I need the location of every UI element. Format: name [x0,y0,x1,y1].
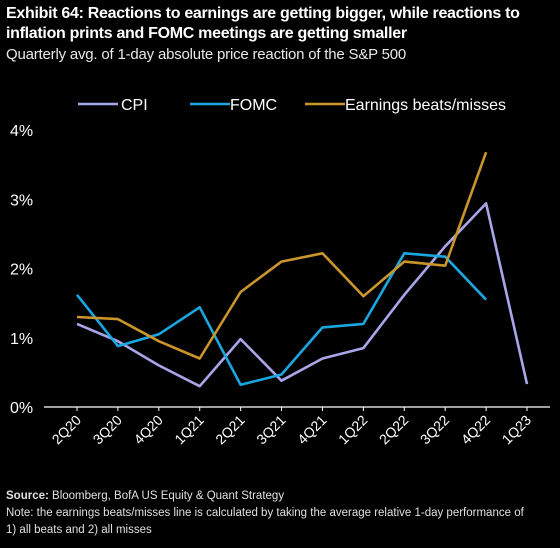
series-line-fomc [75,252,488,387]
y-tick-label: 2% [10,262,33,279]
legend-label-earnings-beats-misses: Earnings beats/misses [345,97,506,114]
x-axis: 2Q20 3Q20 4Q20 1Q21 2Q21 3Q21 4Q21 1Q22 2Q22 3Q22… [44,406,550,448]
x-tick-label: 2Q20 [49,412,85,448]
series-lines [75,151,529,388]
x-tick-label: 4Q22 [458,412,494,448]
x-tick-label: 3Q20 [89,412,125,448]
chart-title: Exhibit 64: Reactions to earnings are ge… [6,5,520,42]
series-line-cpi [76,202,529,388]
x-tick-label: 4Q21 [294,412,330,448]
x-tick-label: 1Q21 [171,412,207,448]
series-line-earnings-beats-misses [76,151,488,360]
chart-legend: CPI FOMC Earnings beats/misses [78,97,506,114]
x-tick-label: 3Q21 [253,412,289,448]
y-tick-label: 0% [10,400,33,417]
chart-subtitle: Quarterly avg. of 1-day absolute price r… [6,46,407,63]
y-tick-label: 3% [10,192,33,209]
source-label: Source: [6,490,49,502]
y-axis: 0% 1% 2% 3% 4% [10,123,33,417]
y-tick-label: 4% [10,123,33,140]
x-tick-label: 2Q21 [212,412,248,448]
x-tick-label: 3Q22 [417,412,453,448]
y-tick-label: 1% [10,331,33,348]
x-tick-label: 4Q20 [130,412,166,448]
source-text: Bloomberg, BofA US Equity & Quant Strate… [52,490,285,502]
x-tick-label: 1Q22 [335,412,371,448]
footnote: Note: the earnings beats/misses line is … [6,507,524,536]
legend-label-cpi: CPI [121,97,148,114]
x-tick-label: 1Q23 [499,412,535,448]
x-tick-label: 2Q22 [376,412,412,448]
legend-label-fomc: FOMC [230,97,277,114]
source-line: Source: Bloomberg, BofA US Equity & Quan… [6,488,558,504]
